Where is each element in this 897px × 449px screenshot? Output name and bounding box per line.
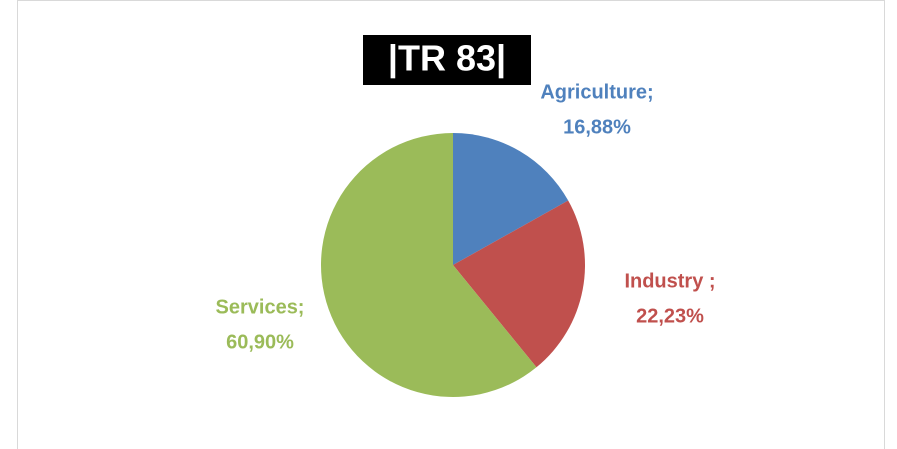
- category-label: Agriculture;: [540, 81, 653, 103]
- chart-title: |TR 83|: [388, 38, 506, 80]
- title-box: [363, 35, 531, 85]
- pie-slice: [453, 200, 585, 368]
- category-label: Services;: [216, 296, 305, 318]
- category-label: Industry ;: [624, 270, 715, 292]
- pie-slice: [321, 133, 537, 397]
- value-label: 22,23%: [636, 305, 704, 327]
- pie-slice: [453, 133, 569, 265]
- value-label: 16,88%: [563, 116, 631, 138]
- value-label: 60,90%: [226, 331, 294, 353]
